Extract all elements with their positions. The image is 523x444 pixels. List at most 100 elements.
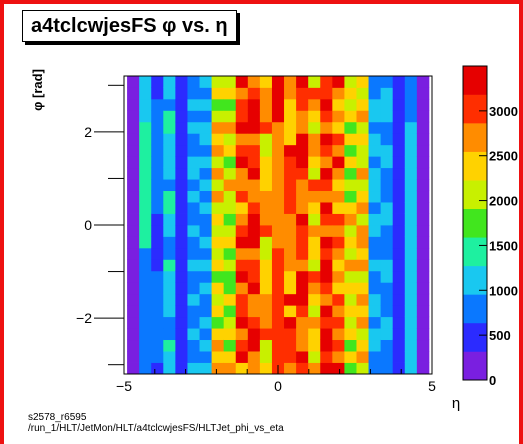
heatmap-cell — [271, 236, 285, 249]
heatmap-cell — [163, 328, 176, 341]
heatmap-cell — [308, 247, 321, 260]
heatmap-cell — [199, 293, 212, 306]
heatmap-cell — [392, 316, 406, 329]
heatmap-cell — [139, 87, 152, 100]
heatmap-cell — [259, 236, 273, 249]
heatmap-cell — [187, 225, 200, 237]
heatmap-cell — [211, 328, 225, 341]
heatmap-cell — [127, 156, 140, 169]
heatmap-cell — [380, 98, 394, 111]
y-tick-label: 2 — [84, 124, 92, 140]
heatmap-cell — [416, 293, 430, 306]
heatmap-cell — [247, 293, 261, 306]
heatmap-cell — [139, 121, 152, 134]
heatmap-cell — [235, 293, 249, 306]
histogram-path: /run_1/HLT/JetMon/HLT/a4tclcwjesFS/HLTJe… — [28, 423, 284, 434]
heatmap-cell — [151, 282, 164, 295]
heatmap-cell — [320, 316, 333, 329]
heatmap-cell — [368, 316, 382, 329]
heatmap-cell — [235, 87, 249, 100]
heatmap-cell — [127, 213, 140, 226]
heatmap-cell — [284, 362, 297, 375]
heatmap-cell — [235, 225, 249, 237]
heatmap-cell — [392, 76, 406, 88]
heatmap-cell — [380, 190, 394, 203]
heatmap-cell — [271, 328, 285, 341]
heatmap-cell — [199, 270, 212, 283]
heatmap-cell — [296, 87, 309, 100]
heatmap-cell — [139, 133, 152, 146]
heatmap-cell — [356, 339, 369, 352]
heatmap-cell — [211, 236, 225, 249]
heatmap-cell — [404, 202, 418, 214]
heatmap-cell — [235, 316, 249, 329]
heatmap-cell — [187, 339, 200, 352]
heatmap-cell — [199, 133, 212, 146]
heatmap-cell — [235, 270, 249, 283]
heatmap-cell — [127, 362, 140, 375]
heatmap-cell — [356, 110, 369, 123]
heatmap-cell — [151, 87, 164, 100]
heatmap-cell — [199, 190, 212, 203]
heatmap-cell — [127, 190, 140, 203]
heatmap-cell — [308, 362, 321, 375]
heatmap-cell — [259, 190, 273, 203]
heatmap-cell — [151, 362, 164, 375]
heatmap-cell — [163, 213, 176, 226]
heatmap-cell — [247, 202, 261, 214]
heatmap-cell — [151, 259, 164, 272]
heatmap-cell — [332, 293, 345, 306]
heatmap-cell — [127, 351, 140, 363]
heatmap-cell — [308, 133, 321, 146]
heatmap-cell — [235, 259, 249, 272]
heatmap-cell — [284, 76, 297, 88]
heatmap-cell — [235, 167, 249, 180]
heatmap-cell — [187, 259, 200, 272]
heatmap-cell — [235, 328, 249, 341]
heatmap-cell — [404, 236, 418, 249]
heatmap-cell — [259, 179, 273, 192]
heatmap-cell — [392, 98, 406, 111]
heatmap-cell — [163, 236, 176, 249]
heatmap-cell — [344, 270, 357, 283]
heatmap-cell — [235, 76, 249, 88]
heatmap-cell — [404, 133, 418, 146]
heatmap-cell — [284, 121, 297, 134]
heatmap-cells — [127, 76, 430, 375]
heatmap-cell — [163, 76, 176, 88]
heatmap-cell — [368, 305, 382, 318]
heatmap-cell — [356, 270, 369, 283]
heatmap-cell — [151, 167, 164, 180]
heatmap-cell — [175, 110, 188, 123]
heatmap-cell — [284, 213, 297, 226]
heatmap-cell — [320, 339, 333, 352]
heatmap-cell — [404, 270, 418, 283]
heatmap-cell — [416, 213, 430, 226]
heatmap-cell — [247, 270, 261, 283]
heatmap-cell — [308, 236, 321, 249]
heatmap-cell — [392, 144, 406, 157]
heatmap-cell — [211, 76, 225, 88]
heatmap-cell — [368, 213, 382, 226]
heatmap-cell — [296, 76, 309, 88]
heatmap-cell — [344, 179, 357, 192]
heatmap-cell — [356, 247, 369, 260]
heatmap-cell — [235, 351, 249, 363]
heatmap-cell — [308, 202, 321, 214]
heatmap-cell — [223, 213, 237, 226]
heatmap-cell — [127, 282, 140, 295]
heatmap-cell — [211, 339, 225, 352]
heatmap-cell — [139, 270, 152, 283]
heatmap-cell — [271, 247, 285, 260]
heatmap-cell — [380, 110, 394, 123]
heatmap-cell — [284, 179, 297, 192]
heatmap-cell — [320, 87, 333, 100]
heatmap-cell — [284, 87, 297, 100]
heatmap-cell — [127, 236, 140, 249]
heatmap-cell — [127, 316, 140, 329]
heatmap-cell — [344, 213, 357, 226]
heatmap-cell — [259, 144, 273, 157]
heatmap-cell — [308, 190, 321, 203]
heatmap-cell — [380, 362, 394, 375]
heatmap-cell — [416, 144, 430, 157]
